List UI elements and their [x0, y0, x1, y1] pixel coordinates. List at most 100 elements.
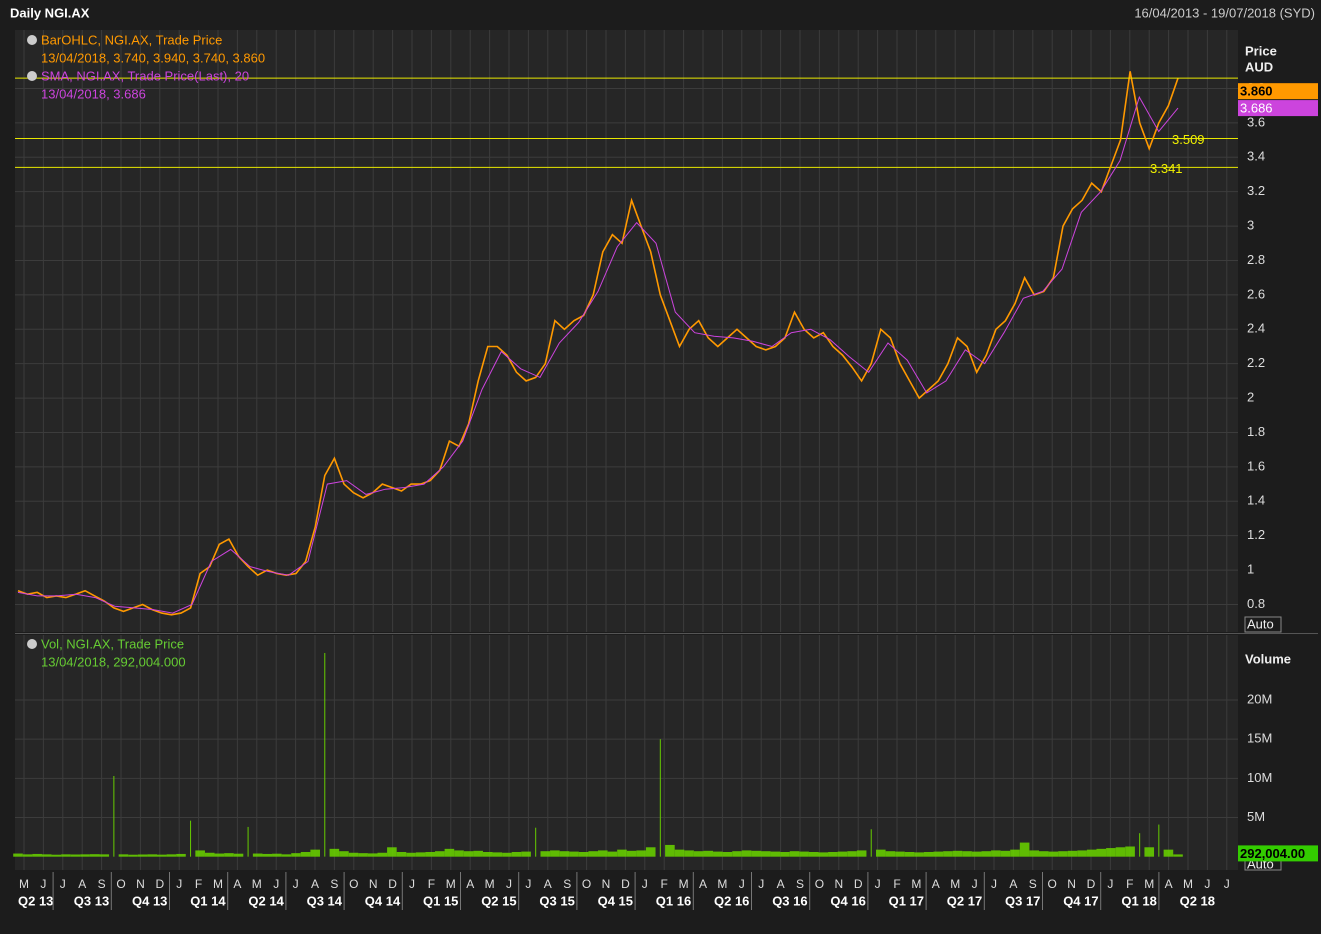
volume-bar	[492, 852, 503, 857]
x-tick-label: O	[349, 877, 358, 891]
x-tick-label: A	[544, 877, 552, 891]
x-tick-label: J	[409, 877, 415, 891]
volume-bar	[310, 849, 320, 857]
legend-icon[interactable]	[27, 71, 37, 81]
quarter-label: Q1 14	[190, 893, 226, 908]
volume-bar	[387, 847, 397, 857]
quarter-label: Q2 17	[947, 893, 982, 908]
y-tick-label: 5M	[1247, 809, 1265, 824]
y-tick-label: 15M	[1247, 731, 1272, 746]
y-tick-label: 10M	[1247, 770, 1272, 785]
quarter-label: Q2 14	[248, 893, 284, 908]
x-tick-label: A	[1165, 877, 1173, 891]
x-tick-label: J	[525, 877, 531, 891]
volume-bar	[482, 851, 493, 857]
volume-bar	[876, 849, 886, 857]
volume-bar	[578, 851, 589, 857]
volume-bar	[502, 852, 512, 857]
y-tick-label: 2	[1247, 390, 1254, 405]
x-tick-label: A	[777, 877, 785, 891]
y-axis-title: Volume	[1245, 651, 1291, 666]
volume-bar	[252, 853, 263, 857]
volume-bar	[770, 851, 781, 857]
volume-bar	[367, 853, 378, 857]
volume-bar	[626, 850, 637, 857]
x-tick-label: N	[602, 877, 611, 891]
volume-bar	[444, 848, 455, 857]
volume-bar	[933, 851, 944, 857]
volume-bar	[991, 850, 1001, 857]
volume-bar	[665, 844, 675, 857]
volume-bar	[377, 852, 388, 857]
y-tick-label: 2.8	[1247, 252, 1265, 267]
x-tick-label: O	[116, 877, 125, 891]
volume-bar	[454, 850, 464, 857]
y-tick-label: 2.6	[1247, 286, 1265, 301]
x-tick-label: J	[972, 877, 978, 891]
volume-bar	[1086, 849, 1097, 857]
quarter-label: Q2 16	[714, 893, 749, 908]
x-tick-label: O	[815, 877, 824, 891]
x-tick-label: A	[932, 877, 940, 891]
legend-entry: BarOHLC, NGI.AX, Trade Price	[41, 32, 222, 47]
volume-bar	[732, 851, 742, 857]
volume-bar	[329, 848, 340, 857]
x-tick-label: S	[563, 877, 571, 891]
x-tick-label: D	[621, 877, 630, 891]
volume-bar	[272, 853, 282, 857]
volume-bar	[789, 851, 800, 857]
x-tick-label: J	[991, 877, 997, 891]
y-axis-title: Price	[1245, 43, 1277, 58]
volume-bar	[914, 852, 924, 857]
x-tick-label: M	[213, 877, 223, 891]
volume-bar	[981, 851, 992, 857]
quarter-label: Q4 17	[1063, 893, 1098, 908]
price-tag	[1238, 83, 1318, 100]
level-label: 3.509	[1172, 132, 1205, 147]
quarter-label: Q2 15	[481, 893, 516, 908]
quarter-label: Q3 13	[74, 893, 109, 908]
quarter-label: Q2 13	[18, 893, 53, 908]
volume-bar	[1048, 851, 1059, 857]
volume-bar	[358, 853, 368, 857]
x-tick-label: A	[233, 877, 241, 891]
y-tick-label: 3.2	[1247, 183, 1265, 198]
legend-icon[interactable]	[27, 35, 37, 45]
auto-button[interactable]	[1244, 616, 1282, 633]
volume-bar	[713, 851, 723, 857]
x-tick-label: J	[506, 877, 512, 891]
y-tick-label: 3.4	[1247, 149, 1265, 164]
auto-label[interactable]: Auto	[1247, 616, 1274, 631]
volume-bar	[233, 853, 244, 857]
legend-values: 13/04/2018, 3.686	[41, 86, 146, 101]
volume-bar	[435, 851, 445, 857]
y-tick-label: 1.2	[1247, 527, 1265, 542]
date-range: 16/04/2013 - 19/07/2018 (SYD)	[1134, 5, 1315, 20]
volume-bar	[157, 854, 167, 857]
volume-bar	[540, 851, 551, 857]
volume-bar	[856, 850, 867, 857]
volume-bar	[799, 851, 809, 857]
x-tick-label: D	[854, 877, 863, 891]
volume-bar	[118, 854, 129, 857]
volume-bar	[262, 853, 273, 857]
volume-tag	[1238, 845, 1318, 862]
legend-icon[interactable]	[27, 639, 37, 649]
x-tick-label: D	[388, 877, 397, 891]
x-tick-label: N	[136, 877, 145, 891]
volume-bar	[1096, 848, 1107, 857]
price-tag	[1238, 100, 1318, 117]
volume-bar	[645, 847, 656, 857]
volume-bar	[406, 852, 416, 857]
level-label: 3.341	[1150, 161, 1183, 176]
x-tick-label: N	[369, 877, 378, 891]
volume-bar	[511, 851, 522, 857]
volume-bar	[1115, 847, 1126, 857]
volume-bar	[425, 851, 436, 857]
volume-bar	[703, 850, 714, 857]
volume-bar	[51, 854, 62, 857]
quarter-label: Q3 17	[1005, 893, 1040, 908]
quarter-label: Q4 13	[132, 893, 167, 908]
volume-bar	[339, 851, 349, 857]
